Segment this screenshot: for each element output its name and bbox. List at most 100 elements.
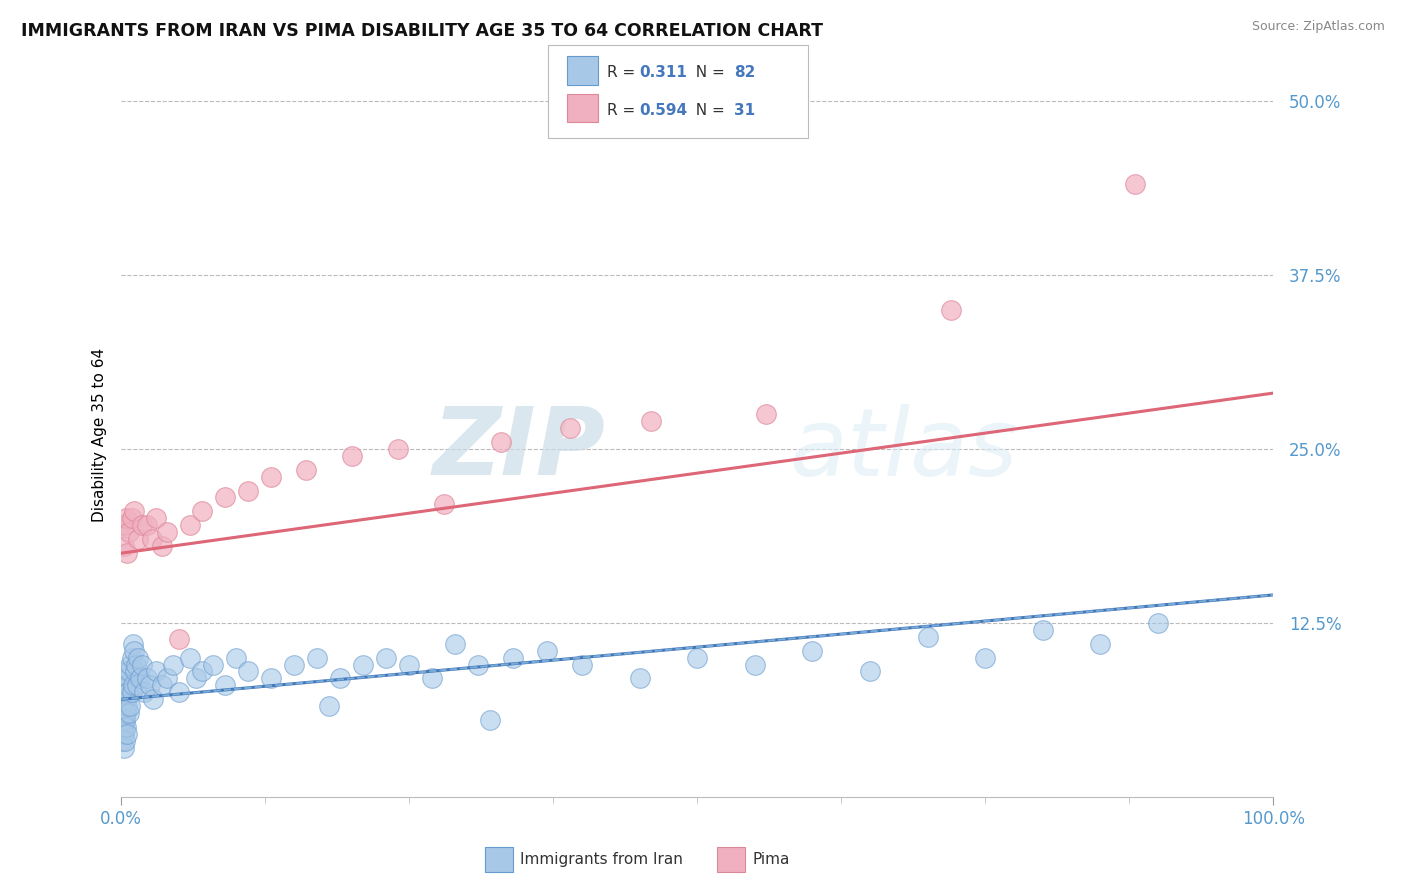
Point xyxy=(1123,178,1146,192)
Point xyxy=(859,665,882,679)
Point xyxy=(112,727,135,741)
Point xyxy=(686,650,709,665)
Point xyxy=(114,692,136,706)
Point xyxy=(112,720,135,734)
Point xyxy=(134,685,156,699)
Point xyxy=(120,657,142,672)
Point xyxy=(560,421,582,435)
Point xyxy=(135,518,157,533)
Point xyxy=(162,657,184,672)
Point xyxy=(744,657,766,672)
Point xyxy=(260,469,283,483)
Point xyxy=(141,533,163,547)
Point xyxy=(117,685,139,699)
Point xyxy=(117,672,139,686)
Point xyxy=(115,678,138,692)
Point xyxy=(128,533,150,547)
Point xyxy=(398,657,420,672)
Point xyxy=(114,511,136,525)
Point xyxy=(125,657,148,672)
Point xyxy=(283,657,305,672)
Point xyxy=(111,727,134,741)
Point xyxy=(114,713,136,727)
Point xyxy=(167,685,190,699)
Point xyxy=(318,699,340,714)
Point xyxy=(121,511,143,525)
Point xyxy=(112,692,135,706)
Point xyxy=(111,518,134,533)
Point xyxy=(420,672,443,686)
Point xyxy=(115,699,138,714)
Text: Pima: Pima xyxy=(752,853,790,867)
Point xyxy=(755,407,778,421)
Point xyxy=(1090,637,1112,651)
Point xyxy=(214,678,236,692)
Point xyxy=(156,672,179,686)
Point xyxy=(444,637,467,651)
Point xyxy=(375,650,398,665)
Text: N =: N = xyxy=(686,103,730,118)
Text: Source: ZipAtlas.com: Source: ZipAtlas.com xyxy=(1251,20,1385,33)
Point xyxy=(114,706,136,721)
Point xyxy=(111,720,134,734)
Point xyxy=(112,539,135,553)
Point xyxy=(191,665,214,679)
Point xyxy=(433,498,456,512)
Point xyxy=(150,678,173,692)
Point xyxy=(150,539,173,553)
Point xyxy=(191,504,214,518)
Point xyxy=(114,692,136,706)
Point xyxy=(156,525,179,540)
Point xyxy=(121,685,143,699)
Point xyxy=(127,678,149,692)
Point xyxy=(121,678,143,692)
Point xyxy=(142,692,165,706)
Text: R =: R = xyxy=(607,65,641,80)
Point xyxy=(112,713,135,727)
Point xyxy=(114,734,136,748)
Point xyxy=(167,632,190,647)
Point xyxy=(115,546,138,560)
Point xyxy=(1147,615,1170,630)
Point xyxy=(352,657,374,672)
Point xyxy=(307,650,329,665)
Point xyxy=(114,720,136,734)
Point xyxy=(121,650,143,665)
Point xyxy=(939,302,962,317)
Point xyxy=(114,706,136,721)
Point xyxy=(225,650,247,665)
Point xyxy=(118,706,141,721)
Point xyxy=(118,665,141,679)
Point xyxy=(801,643,824,657)
Point xyxy=(128,650,150,665)
Point xyxy=(112,699,135,714)
Text: Immigrants from Iran: Immigrants from Iran xyxy=(520,853,683,867)
Point xyxy=(640,414,662,428)
Point xyxy=(974,650,997,665)
Point xyxy=(111,713,134,727)
Point xyxy=(139,678,162,692)
Text: 82: 82 xyxy=(734,65,755,80)
Point xyxy=(491,434,513,449)
Point xyxy=(340,449,363,463)
Point xyxy=(145,665,167,679)
Point xyxy=(118,525,141,540)
Text: 31: 31 xyxy=(734,103,755,118)
Point xyxy=(145,511,167,525)
Text: 0.594: 0.594 xyxy=(640,103,688,118)
Point xyxy=(236,665,259,679)
Point xyxy=(111,706,134,721)
Point xyxy=(115,727,138,741)
Text: N =: N = xyxy=(686,65,730,80)
Y-axis label: Disability Age 35 to 64: Disability Age 35 to 64 xyxy=(93,348,107,522)
Text: R =: R = xyxy=(607,103,641,118)
Point xyxy=(502,650,524,665)
Point xyxy=(131,518,153,533)
Point xyxy=(387,442,409,456)
Text: IMMIGRANTS FROM IRAN VS PIMA DISABILITY AGE 35 TO 64 CORRELATION CHART: IMMIGRANTS FROM IRAN VS PIMA DISABILITY … xyxy=(21,22,823,40)
Point xyxy=(112,741,135,756)
Text: ZIP: ZIP xyxy=(432,403,605,495)
Point xyxy=(236,483,259,498)
Point xyxy=(294,463,316,477)
Point xyxy=(329,672,352,686)
